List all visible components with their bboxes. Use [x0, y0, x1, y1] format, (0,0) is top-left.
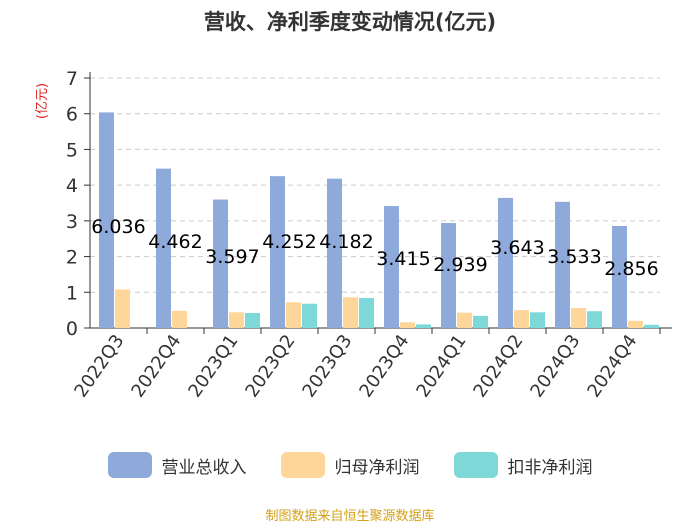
- y-tick-label: 7: [66, 68, 78, 90]
- grid-lines: [90, 77, 660, 293]
- x-tick-label: 2023Q3: [298, 331, 356, 402]
- y-tick-label: 5: [66, 139, 78, 161]
- x-tick-label: 2023Q1: [184, 331, 242, 402]
- data-label: 4.252: [262, 231, 316, 253]
- y-tick-label: 2: [66, 247, 78, 269]
- bar-revenue: [270, 176, 285, 328]
- bar-net-profit: [115, 289, 130, 328]
- x-tick-label: 2024Q2: [469, 331, 527, 402]
- data-label: 4.462: [148, 231, 202, 253]
- bar-revenue: [441, 223, 456, 328]
- data-label: 6.036: [91, 216, 145, 238]
- bar-revenue: [327, 178, 342, 328]
- source-note: 制图数据来自恒生聚源数据库: [265, 509, 435, 524]
- y-axis-label: (亿元): [35, 83, 50, 119]
- data-label: 3.643: [490, 237, 544, 259]
- x-tick-label: 2024Q4: [583, 331, 641, 402]
- data-label: 2.856: [604, 258, 658, 280]
- data-label: 3.597: [205, 246, 259, 268]
- bar-net-profit: [571, 308, 586, 328]
- x-tick-label: 2024Q3: [526, 331, 584, 402]
- data-label: 4.182: [319, 231, 373, 253]
- bar-revenue: [156, 168, 171, 328]
- data-label: 2.939: [433, 254, 487, 276]
- bar-deducted-net-profit: [473, 315, 488, 328]
- bar-revenue: [498, 197, 513, 328]
- bar-deducted-net-profit: [587, 311, 602, 328]
- bar-deducted-net-profit: [359, 298, 374, 328]
- y-tick-label: 1: [66, 282, 78, 304]
- legend-item[interactable]: 扣非净利润: [453, 452, 593, 478]
- y-tick-label: 6: [66, 104, 78, 126]
- bar-net-profit: [457, 312, 472, 328]
- bar-revenue: [612, 226, 627, 328]
- x-tick-label: 2023Q2: [241, 331, 299, 402]
- bar-net-profit: [172, 310, 187, 328]
- chart-title: 营收、净利季度变动情况(亿元): [203, 10, 497, 34]
- bar-revenue: [99, 112, 114, 328]
- legend-label: 扣非净利润: [507, 457, 593, 478]
- legend-item[interactable]: 营业总收入: [107, 452, 247, 478]
- x-tick-label: 2023Q4: [355, 331, 413, 402]
- legend-label: 归母净利润: [334, 457, 420, 478]
- bar-revenue: [384, 206, 399, 328]
- bar-deducted-net-profit: [530, 312, 545, 328]
- legend-item[interactable]: 归母净利润: [280, 452, 420, 478]
- bars: [99, 112, 659, 328]
- bar-deducted-net-profit: [302, 303, 317, 328]
- bar-net-profit: [400, 322, 415, 328]
- bar-deducted-net-profit: [644, 324, 659, 328]
- legend-swatch: [280, 452, 325, 478]
- legend-swatch: [453, 452, 498, 478]
- data-label: 3.533: [547, 246, 601, 268]
- legend-swatch: [107, 452, 152, 478]
- bar-net-profit: [286, 302, 301, 328]
- x-tick-label: 2024Q1: [412, 331, 470, 402]
- bar-net-profit: [628, 320, 643, 328]
- data-label: 3.415: [376, 248, 430, 270]
- y-tick-label: 4: [66, 175, 78, 197]
- bar-revenue: [213, 199, 228, 328]
- legend-label: 营业总收入: [161, 457, 247, 478]
- legend: 营业总收入 归母净利润 扣非净利润: [0, 452, 700, 478]
- bar-net-profit: [229, 312, 244, 328]
- y-tick-label: 3: [66, 211, 78, 233]
- bar-deducted-net-profit: [416, 324, 431, 328]
- bar-net-profit: [514, 310, 529, 328]
- bar-revenue: [555, 201, 570, 328]
- x-tick-label: 2022Q4: [127, 331, 185, 402]
- y-tick-label: 0: [66, 318, 78, 340]
- bar-net-profit: [343, 297, 358, 328]
- bar-deducted-net-profit: [245, 313, 260, 328]
- x-tick-label: 2022Q3: [70, 331, 128, 402]
